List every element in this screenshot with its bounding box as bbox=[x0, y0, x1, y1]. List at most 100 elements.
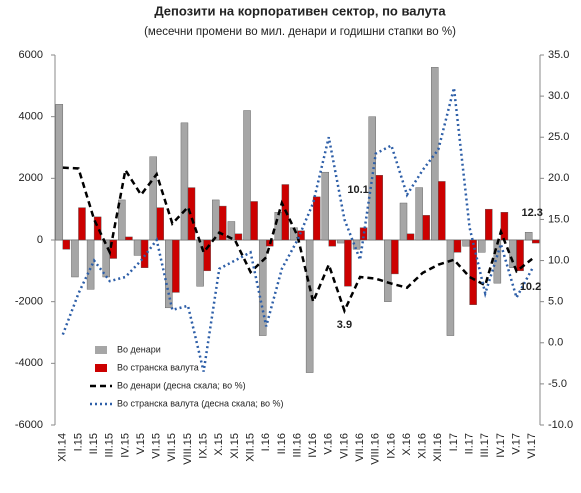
bar bbox=[438, 181, 446, 241]
x-tick-label: IX.15 bbox=[198, 433, 210, 459]
bar bbox=[485, 208, 493, 241]
x-tick-label: VIII.16 bbox=[370, 433, 382, 465]
x-tick-label: I.17 bbox=[448, 433, 460, 451]
bar bbox=[78, 207, 86, 241]
y2-tick-label: 10.0 bbox=[548, 254, 569, 266]
x-tick-label: VI.16 bbox=[338, 433, 350, 459]
bar bbox=[203, 239, 211, 272]
x-tick-label: X.16 bbox=[401, 433, 413, 456]
bar bbox=[274, 212, 283, 241]
x-tick-label: IV.17 bbox=[495, 433, 507, 458]
x-tick-label: IX.16 bbox=[385, 433, 397, 459]
legend-label: Во странска валута bbox=[117, 362, 199, 372]
bar bbox=[344, 239, 352, 287]
x-tick-label: II.17 bbox=[464, 433, 476, 454]
bar bbox=[156, 207, 164, 241]
bar bbox=[516, 239, 524, 272]
bar bbox=[133, 239, 142, 256]
y2-tick-label: 15.0 bbox=[548, 213, 569, 225]
bar bbox=[93, 216, 102, 241]
bar bbox=[118, 199, 126, 241]
bar bbox=[469, 239, 477, 305]
line-series bbox=[62, 166, 533, 315]
legend-label: Во денари (десна скала; во %) bbox=[117, 380, 246, 390]
bar bbox=[399, 202, 408, 241]
bar bbox=[109, 239, 117, 259]
bar bbox=[258, 239, 267, 336]
bar bbox=[102, 239, 110, 278]
bar bbox=[86, 239, 95, 290]
x-tick-label: IV.16 bbox=[307, 433, 319, 458]
x-tick-label: V.16 bbox=[323, 433, 335, 455]
x-tick-label: XII.14 bbox=[57, 433, 69, 462]
bar bbox=[375, 175, 383, 241]
bar bbox=[62, 239, 71, 250]
x-tick-label: VII.16 bbox=[354, 433, 366, 462]
x-tick-label: VII.15 bbox=[166, 433, 178, 462]
bar bbox=[337, 239, 345, 244]
x-tick-label: XII.15 bbox=[244, 433, 256, 462]
x-tick-label: V.17 bbox=[510, 433, 522, 455]
bar bbox=[415, 187, 423, 241]
x-tick-label: VIII.15 bbox=[182, 433, 194, 465]
bar bbox=[305, 239, 314, 373]
x-tick-label: III.15 bbox=[104, 433, 116, 457]
y-tick-label: 4000 bbox=[19, 111, 43, 123]
x-tick-label: III.16 bbox=[291, 433, 303, 457]
y-tick-label: 0 bbox=[37, 234, 43, 246]
bar bbox=[71, 239, 79, 278]
annotation: 3.9 bbox=[337, 319, 352, 331]
x-tick-label: II.15 bbox=[88, 433, 100, 454]
bar bbox=[446, 239, 455, 336]
bar bbox=[321, 171, 329, 241]
line-series bbox=[61, 87, 534, 372]
x-tick-label: I.16 bbox=[260, 433, 272, 451]
x-tick-label: VI.15 bbox=[151, 433, 163, 459]
annotation: 12.3 bbox=[521, 207, 542, 219]
legend-label: Во странска валута (десна скала; во %) bbox=[117, 398, 284, 408]
y2-tick-label: 0.0 bbox=[548, 337, 563, 349]
bar bbox=[391, 239, 399, 275]
bar bbox=[297, 230, 305, 241]
bar bbox=[165, 239, 173, 309]
bar bbox=[180, 122, 189, 241]
bar bbox=[328, 239, 337, 247]
chart-title: Депозити на корпоративен сектор, по валу… bbox=[154, 3, 446, 18]
bar bbox=[462, 239, 470, 247]
bar bbox=[478, 239, 486, 253]
bar bbox=[219, 205, 227, 241]
bar bbox=[509, 239, 517, 268]
y-tick-label: 2000 bbox=[19, 172, 43, 184]
legend-label: Во денари bbox=[117, 344, 161, 354]
bar bbox=[125, 236, 133, 241]
bar bbox=[453, 239, 462, 253]
x-tick-label: IV.15 bbox=[119, 433, 131, 458]
annotation: 10.2 bbox=[520, 281, 541, 293]
bar bbox=[312, 196, 321, 241]
y-tick-label: -6000 bbox=[15, 419, 43, 431]
bar bbox=[187, 187, 196, 241]
y-tick-label: -2000 bbox=[15, 296, 43, 308]
bar bbox=[172, 239, 180, 293]
chart-subtitle: (месечни промени во мил. денари и годишн… bbox=[144, 26, 456, 38]
bar bbox=[431, 67, 439, 241]
x-tick-label: XII.16 bbox=[432, 433, 444, 462]
bar bbox=[406, 233, 415, 241]
bar bbox=[149, 156, 157, 241]
bar bbox=[250, 201, 258, 241]
x-tick-label: I.15 bbox=[72, 433, 84, 451]
annotation: 10.1 bbox=[347, 184, 368, 196]
y2-tick-label: 5.0 bbox=[548, 296, 563, 308]
bar bbox=[422, 215, 430, 241]
y2-tick-label: 25.0 bbox=[548, 131, 569, 143]
y2-tick-label: -10.0 bbox=[548, 419, 573, 431]
bar bbox=[500, 212, 509, 241]
y2-tick-label: 30.0 bbox=[548, 90, 569, 102]
x-tick-label: II.16 bbox=[276, 433, 288, 454]
y2-tick-label: 20.0 bbox=[548, 172, 569, 184]
bar bbox=[212, 199, 220, 241]
x-tick-label: XI.16 bbox=[417, 433, 429, 459]
x-tick-label: VI.17 bbox=[526, 433, 538, 459]
y2-tick-label: -5.0 bbox=[548, 378, 567, 390]
